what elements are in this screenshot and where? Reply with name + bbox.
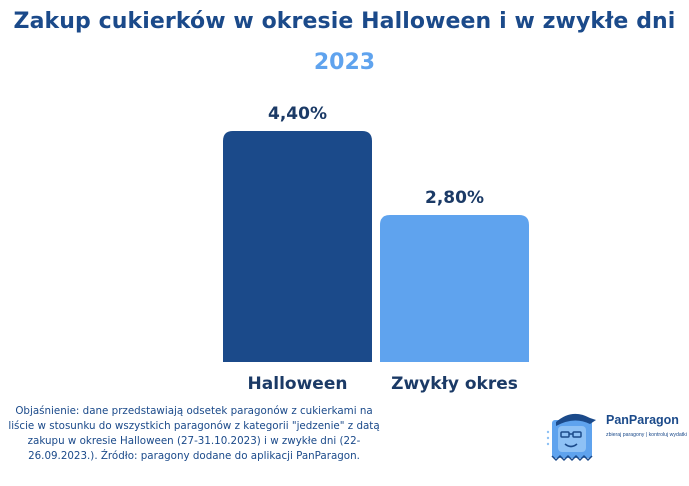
panparagon-mascot-icon (546, 413, 596, 462)
brand-tagline: zbieraj paragony | kontroluj wydatki (606, 432, 687, 438)
chart-subtitle: 2023 (313, 50, 376, 75)
brand-name: PanParagon (606, 413, 679, 427)
bar-0 (223, 131, 372, 362)
value-label-1: 2,80% (425, 188, 484, 208)
category-label-0: Halloween (248, 374, 348, 394)
value-label-0: 4,40% (268, 104, 327, 124)
chart-title: Zakup cukierków w okresie Halloween i w … (13, 9, 676, 34)
category-label-1: Zwykły okres (391, 374, 518, 394)
footnote: Objaśnienie: dane przedstawiają odsetek … (8, 405, 380, 462)
bar-1 (380, 215, 529, 362)
